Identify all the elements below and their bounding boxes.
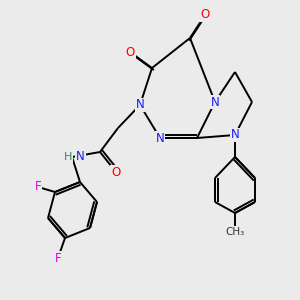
Text: N: N [211, 95, 219, 109]
Text: O: O [200, 8, 210, 22]
Text: F: F [35, 181, 41, 194]
Text: H: H [64, 152, 72, 162]
Text: N: N [76, 151, 85, 164]
Text: O: O [125, 46, 135, 59]
Text: N: N [231, 128, 239, 142]
Text: F: F [55, 251, 61, 265]
Text: CH₃: CH₃ [225, 227, 244, 237]
Text: N: N [156, 131, 164, 145]
Text: N: N [136, 98, 144, 112]
Text: O: O [111, 166, 121, 178]
